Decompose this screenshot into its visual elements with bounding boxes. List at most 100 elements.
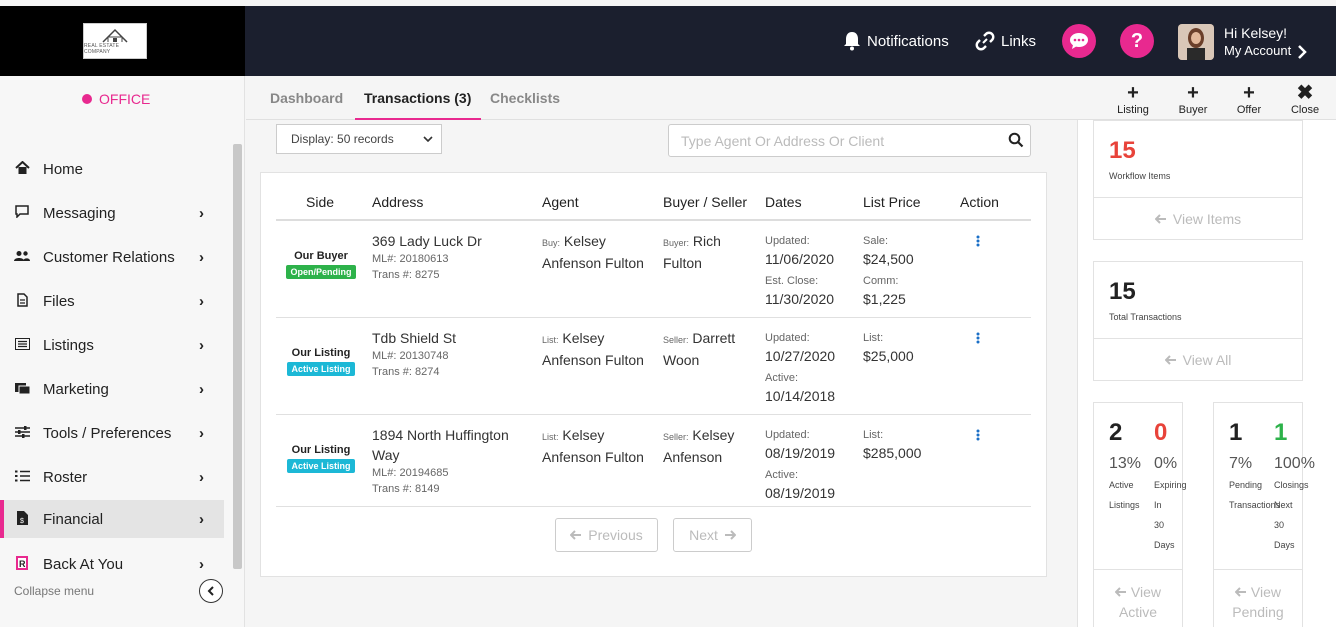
close-button[interactable]: ✖ Close [1281,83,1329,116]
side-label: Our Listing [291,444,351,456]
help-button[interactable]: ? [1120,24,1154,58]
date-value: 10/14/2018 [765,388,836,404]
sidebar-item-customer-relations[interactable]: Customer Relations › [0,238,224,276]
view-pending-link[interactable]: View Pending [1214,569,1302,627]
agent-cell: Buy: Kelsey Anfenson Fulton [542,231,658,273]
search-field[interactable] [668,124,1031,157]
table-row[interactable]: Our Listing Active Listing Tdb Shield St… [276,318,1031,415]
financial-icon: $ [14,510,30,528]
sidebar-item-back-at-you[interactable]: R Back At You › [0,545,224,583]
price-label: List: [863,429,884,441]
office-indicator[interactable]: OFFICE [82,91,150,107]
trans-number: Trans #: 8275 [372,269,440,281]
address-link[interactable]: 1894 North Huffington Way [372,427,509,463]
collapse-menu-label[interactable]: Collapse menu [14,584,95,598]
column-header-address[interactable]: Address [372,194,424,210]
table-row[interactable]: Our Buyer Open/Pending 369 Lady Luck Dr … [276,221,1031,318]
roster-icon [14,470,30,485]
sidebar-item-listings[interactable]: Listings › [0,326,224,364]
file-icon [14,292,30,310]
party-prefix: Seller: [663,432,689,442]
view-items-link[interactable]: View Items [1094,197,1302,239]
account-menu[interactable]: Hi Kelsey! My Account [1224,25,1291,58]
row-actions-menu[interactable] [976,234,980,252]
chevron-right-icon: › [199,292,204,310]
company-logo[interactable]: REAL ESTATE COMPANY [83,23,147,59]
sidebar-item-roster[interactable]: Roster › [0,458,224,496]
column-header-buyer-seller[interactable]: Buyer / Seller [663,194,748,210]
search-input[interactable] [669,125,989,156]
sidebar-item-tools-preferences[interactable]: Tools / Preferences › [0,414,224,452]
previous-page-button[interactable]: Previous [555,518,658,552]
chevron-right-icon: › [199,248,204,266]
price-cell: List: $25,000 [863,330,914,370]
search-icon[interactable] [1008,132,1024,148]
notifications-link[interactable]: Notifications [843,6,949,76]
status-badge: Active Listing [287,459,355,473]
view-all-link[interactable]: View All [1094,338,1302,380]
party-cell: Buyer: Rich Fulton [663,231,753,273]
collapse-menu-button[interactable] [199,579,223,603]
add-listing-label: Listing [1117,104,1149,116]
row-actions-menu[interactable] [976,428,980,446]
trans-number: Trans #: 8149 [372,483,440,495]
sidebar-item-label: Marketing [43,380,109,398]
trans-number: Trans #: 8274 [372,366,440,378]
status-badge: Active Listing [287,362,355,376]
bell-icon [844,32,860,51]
sidebar-item-marketing[interactable]: Marketing › [0,370,224,408]
add-buyer-button[interactable]: + Buyer [1169,83,1217,116]
chevron-right-icon: › [199,468,204,486]
add-offer-button[interactable]: + Offer [1225,83,1273,116]
workflow-label: Workflow Items [1109,171,1171,181]
add-buyer-label: Buyer [1178,104,1208,116]
sidebar-item-label: Customer Relations [43,248,175,266]
column-header-list-price[interactable]: List Price [863,194,921,210]
table-row[interactable]: Our Listing Active Listing 1894 North Hu… [276,415,1031,507]
address-link[interactable]: 369 Lady Luck Dr [372,233,482,249]
chevron-left-icon [207,586,214,596]
tab-transactions[interactable]: Transactions (3) [364,90,472,106]
side-cell: Our Listing Active Listing [276,347,366,377]
view-active-link[interactable]: View Active [1094,569,1182,627]
avatar[interactable] [1178,24,1214,60]
arrow-left-icon [570,530,582,540]
row-actions-menu[interactable] [976,331,980,349]
column-header-dates[interactable]: Dates [765,194,802,210]
display-records-select[interactable]: Display: 50 records [276,124,442,154]
dates-cell: Updated: 10/27/2020 Active: 10/14/2018 [765,330,835,410]
party-name: Kelsey Anfenson [663,427,735,465]
chevron-right-icon[interactable] [1297,43,1307,64]
next-page-button[interactable]: Next [673,518,752,552]
party-name: Darrett Woon [663,330,736,368]
chat-button[interactable] [1062,24,1096,58]
price-value: $25,000 [863,348,914,364]
total-transactions-card: 15 Total Transactions View All [1093,261,1303,381]
sidebar-scrollbar[interactable] [233,144,242,569]
pending-transactions-card: 1 1 7% 100% Pending Transactions Closings… [1213,402,1315,627]
sidebar-item-financial[interactable]: $ Financial › [0,500,224,538]
pending-pct: 7% [1229,455,1253,472]
column-header-agent[interactable]: Agent [542,194,579,210]
add-listing-button[interactable]: + Listing [1109,83,1157,116]
sidebar-item-messaging[interactable]: Messaging › [0,194,224,232]
side-cell: Our Buyer Open/Pending [276,250,366,280]
column-header-side[interactable]: Side [306,194,335,210]
date-label: Active: [765,372,799,384]
links-link[interactable]: Links [975,6,1036,76]
party-name: Rich Fulton [663,233,721,271]
address-link[interactable]: Tdb Shield St [372,330,457,346]
chat-icon [1070,33,1088,49]
question-icon: ? [1130,29,1144,52]
sidebar-item-home[interactable]: Home [0,150,224,188]
tab-checklists[interactable]: Checklists [490,90,561,106]
sliders-icon [14,425,30,441]
arrow-left-icon [1114,587,1126,597]
active-pct: 13% [1109,455,1142,472]
sidebar-item-files[interactable]: Files › [0,282,224,320]
tab-dashboard[interactable]: Dashboard [270,90,344,106]
price-label: Sale: [863,235,889,247]
users-icon [14,250,30,265]
agent-cell: List: Kelsey Anfenson Fulton [542,328,658,370]
sidebar-item-label: Roster [43,468,88,486]
